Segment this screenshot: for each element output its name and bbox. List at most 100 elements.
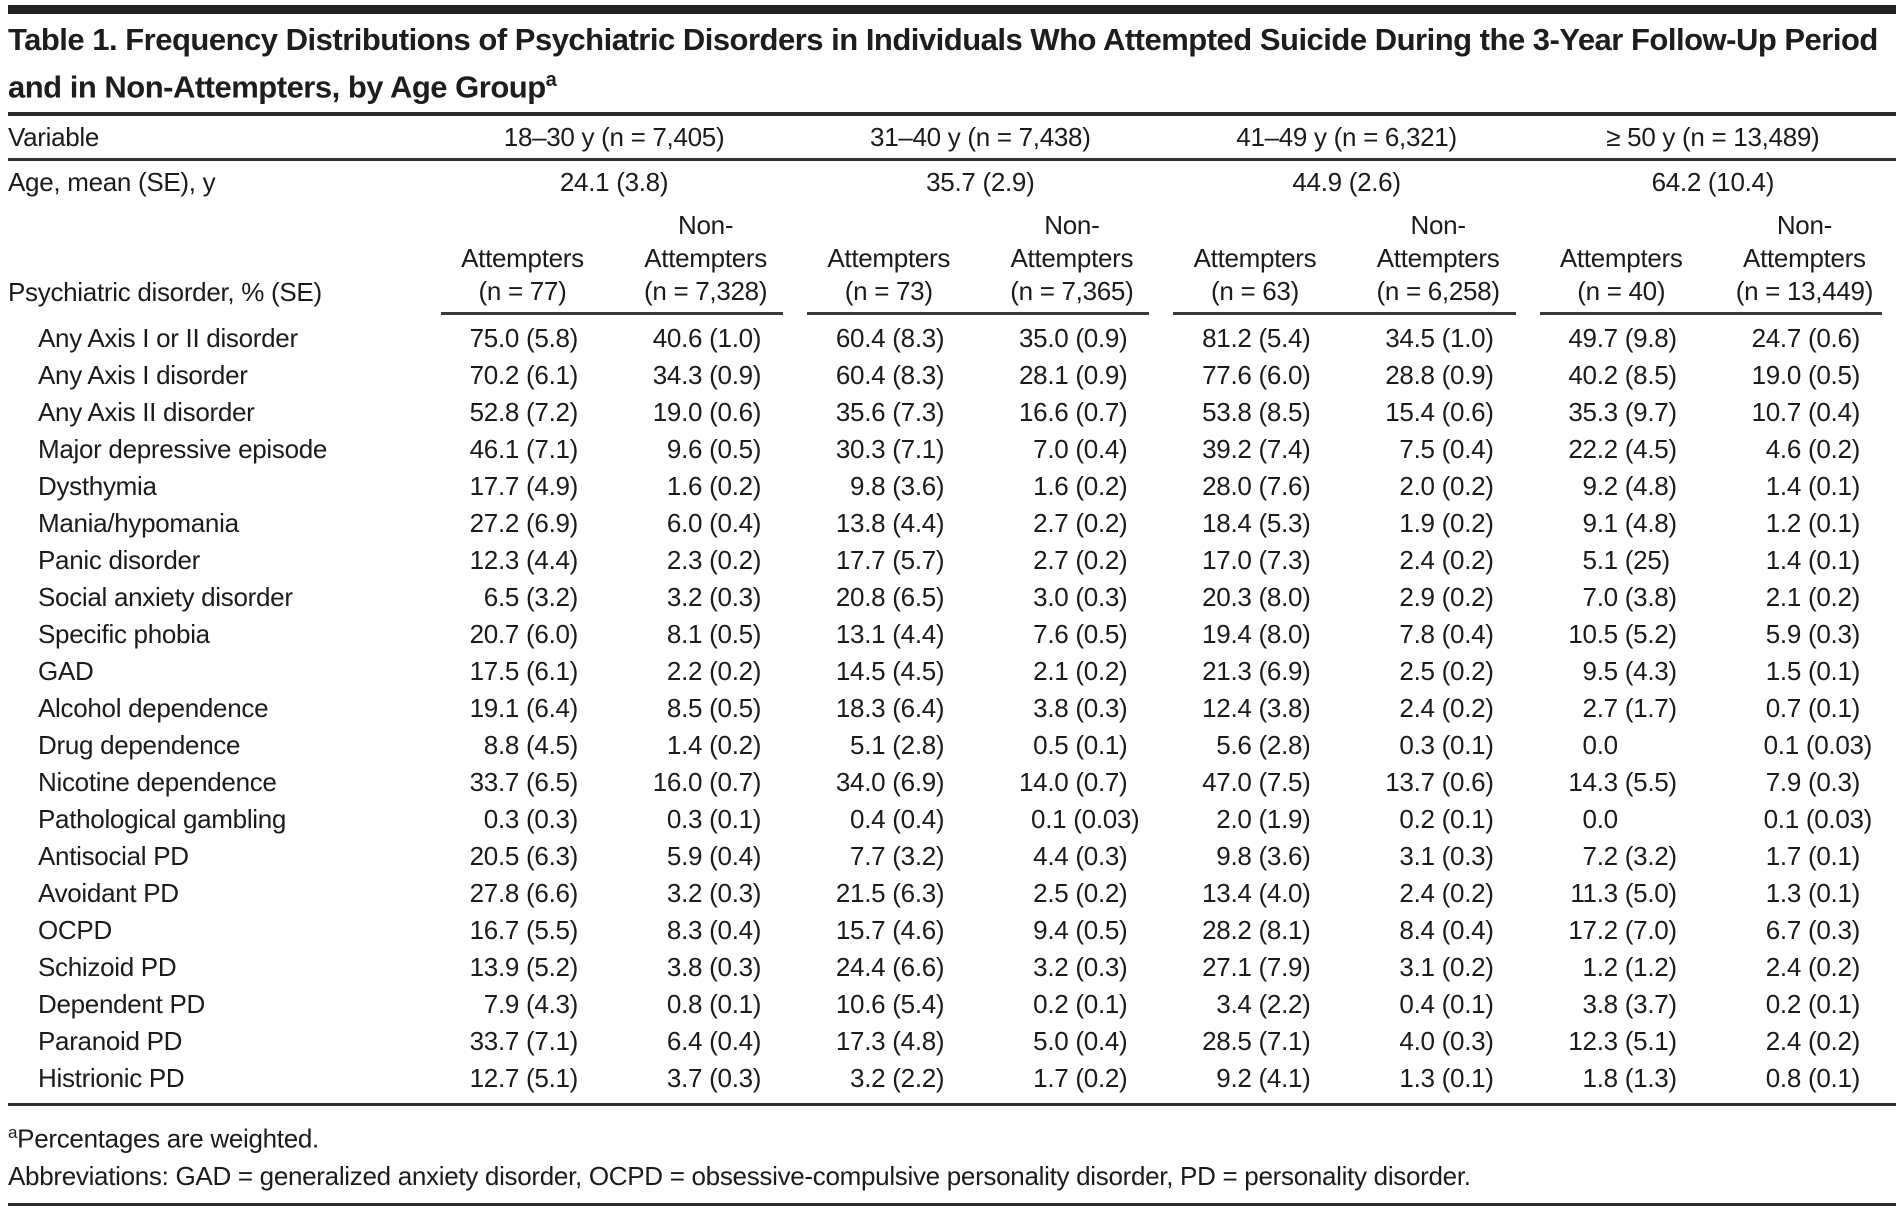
footnote-abbreviations: Abbreviations: GAD = generalized anxiety…	[8, 1160, 1471, 1191]
value-cell: 7.9 (0.3)	[1765, 767, 1861, 798]
value-cell: 0.7 (0.1)	[1765, 693, 1861, 724]
value-cell: 1.7 (0.2)	[1033, 1063, 1128, 1094]
table-row: Antisocial PD 20.5 (6.3) 5.9 (0.4) 7.7 (3.2) 4…	[8, 838, 1896, 875]
subheader-attempters-1: Attempters (n = 77)	[461, 243, 584, 307]
value-cell: 60.4 (8.3)	[835, 323, 945, 354]
value-cell: 13.7 (0.6)	[1385, 767, 1494, 798]
subheader-nonattempters-3: Non-Attempters (n = 6,258)	[1376, 210, 1500, 307]
value-cell: 40.6 (1.0)	[652, 323, 762, 354]
value-cell: 12.4 (3.8)	[1202, 693, 1311, 724]
value-cell: 7.5 (0.4)	[1399, 434, 1494, 465]
row-label: Nicotine dependence	[38, 767, 277, 798]
value-cell: 16.6 (0.7)	[1019, 397, 1128, 428]
subheader-nonattempters-4: Non-Attempters (n = 13,449)	[1735, 210, 1874, 307]
value-cell: 2.9 (0.2)	[1399, 582, 1494, 613]
table-row: Drug dependence 8.8 (4.5) 1.4 (0.2) 5.1 (2.8)…	[8, 727, 1896, 764]
table-row: Social anxiety disorder 6.5 (3.2) 3.2 (0.3)…	[8, 579, 1896, 616]
value-cell: 10.7 (0.4)	[1751, 397, 1861, 428]
value-cell: 3.8 (3.7)	[1582, 989, 1678, 1020]
value-cell: 5.9 (0.4)	[666, 841, 762, 872]
age-group-header-2: 31–40 y (n = 7,438)	[797, 116, 1164, 162]
value-cell: 7.8 (0.4)	[1399, 619, 1494, 650]
value-cell: 7.7 (3.2)	[850, 841, 945, 872]
value-cell: 7.9 (4.3)	[483, 989, 579, 1020]
table-row: Major depressive episode 46.1 (7.1) 9.6 (0.…	[8, 431, 1896, 468]
value-cell: 20.3 (8.0)	[1202, 582, 1311, 613]
value-cell: 0.1 (0.03)	[1031, 804, 1140, 835]
value-cell: 0.2 (0.1)	[1399, 804, 1494, 835]
value-cell: 9.6 (0.5)	[666, 434, 762, 465]
table-row: OCPD 16.7 (5.5) 8.3 (0.4) 15.7 (4.6) 9.4 (0.5) 2…	[8, 912, 1896, 949]
value-cell: 0.8 (0.1)	[666, 989, 762, 1020]
value-cell: 49.7 (9.8)	[1568, 323, 1677, 354]
value-cell: 10.6 (5.4)	[835, 989, 945, 1020]
subheader-rule-1	[431, 310, 797, 320]
value-cell: 28.0 (7.6)	[1202, 471, 1311, 502]
section-label: Psychiatric disorder, % (SE)	[8, 277, 322, 308]
value-cell: 3.2 (0.3)	[666, 582, 762, 613]
value-cell: 9.8 (3.6)	[1216, 841, 1311, 872]
value-cell: 17.0 (7.3)	[1202, 545, 1311, 576]
age-group-header-3: 41–49 y (n = 6,321)	[1163, 116, 1530, 162]
value-cell: 5.0 (0.4)	[1033, 1026, 1128, 1057]
value-cell: 4.4 (0.3)	[1033, 841, 1128, 872]
value-cell: 13.4 (4.0)	[1202, 878, 1311, 909]
value-cell: 15.4 (0.6)	[1385, 397, 1494, 428]
value-cell: 70.2 (6.1)	[469, 360, 579, 391]
value-cell: 27.1 (7.9)	[1202, 952, 1311, 983]
value-cell: 4.0 (0.3)	[1399, 1026, 1494, 1057]
table-row: Pathological gambling 0.3 (0.3) 0.3 (0.1) 0.…	[8, 801, 1896, 838]
row-label: Any Axis II disorder	[38, 397, 255, 428]
table-title-text: Table 1. Frequency Distributions of Psyc…	[8, 22, 1878, 105]
value-cell: 2.0 (0.2)	[1399, 471, 1494, 502]
value-cell: 2.4 (0.2)	[1399, 878, 1494, 909]
value-cell: 22.2 (4.5)	[1568, 434, 1677, 465]
value-cell: 16.0 (0.7)	[652, 767, 762, 798]
value-cell: 6.0 (0.4)	[666, 508, 762, 539]
value-cell: 2.4 (0.2)	[1399, 693, 1494, 724]
row-label: Specific phobia	[38, 619, 210, 650]
value-cell: 0.3 (0.1)	[666, 804, 762, 835]
row-label: GAD	[38, 656, 94, 687]
row-label: Histrionic PD	[38, 1063, 185, 1094]
value-cell: 13.9 (5.2)	[469, 952, 579, 983]
subheader-attempters-4: Attempters (n = 40)	[1559, 243, 1683, 307]
row-label: Pathological gambling	[38, 804, 287, 835]
header-row-variable: Variable 18–30 y (n = 7,405) 31–40 y (n …	[8, 116, 1896, 162]
subheader-attempters-3: Attempters (n = 63)	[1193, 243, 1317, 307]
age-mean-value-1: 24.1 (3.8)	[559, 167, 669, 198]
value-cell: 18.4 (5.3)	[1202, 508, 1311, 539]
table-row: Any Axis I disorder 70.2 (6.1) 34.3 (0.9) 60…	[8, 357, 1896, 394]
subheader-rule-4	[1530, 310, 1896, 320]
value-cell: 21.3 (6.9)	[1202, 656, 1311, 687]
value-cell: 14.3 (5.5)	[1568, 767, 1677, 798]
value-cell: 27.8 (6.6)	[469, 878, 579, 909]
value-cell: 14.5 (4.5)	[835, 656, 945, 687]
value-cell: 5.1 (2.8)	[850, 730, 945, 761]
value-cell: 0.0	[1582, 730, 1619, 761]
value-cell: 1.2 (1.2)	[1582, 952, 1678, 983]
table-row: Avoidant PD 27.8 (6.6) 3.2 (0.3) 21.5 (6.3) 2.…	[8, 875, 1896, 912]
value-cell: 12.3 (4.4)	[469, 545, 579, 576]
table-row: GAD 17.5 (6.1) 2.2 (0.2) 14.5 (4.5) 2.1 (0.2) 21…	[8, 653, 1896, 690]
table-body: Any Axis I or II disorder 75.0 (5.8) 40.6(…	[8, 320, 1896, 1097]
value-cell: 18.3 (6.4)	[835, 693, 945, 724]
value-cell: 1.4 (0.1)	[1765, 545, 1861, 576]
value-cell: 0.1 (0.03)	[1763, 804, 1873, 835]
value-cell: 35.6 (7.3)	[835, 397, 945, 428]
value-cell: 3.1 (0.2)	[1399, 952, 1494, 983]
title-superscript: a	[545, 69, 557, 91]
value-cell: 1.2 (0.1)	[1765, 508, 1861, 539]
value-cell: 2.4 (0.2)	[1765, 1026, 1861, 1057]
value-cell: 3.7 (0.3)	[666, 1063, 762, 1094]
value-cell: 30.3 (7.1)	[835, 434, 945, 465]
value-cell: 2.5 (0.2)	[1033, 878, 1128, 909]
value-cell: 2.4 (0.2)	[1399, 545, 1494, 576]
value-cell: 5.9 (0.3)	[1765, 619, 1861, 650]
value-cell: 0.4 (0.1)	[1399, 989, 1494, 1020]
value-cell: 8.5 (0.5)	[666, 693, 762, 724]
row-label: Social anxiety disorder	[38, 582, 293, 613]
table-title: Table 1. Frequency Distributions of Psyc…	[8, 20, 1896, 117]
age-mean-value-2: 35.7 (2.9)	[926, 167, 1035, 198]
value-cell: 3.8 (0.3)	[1033, 693, 1128, 724]
